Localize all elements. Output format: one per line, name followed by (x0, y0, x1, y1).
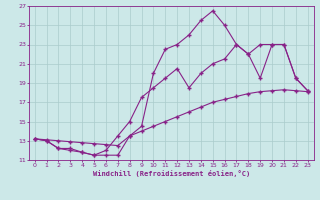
X-axis label: Windchill (Refroidissement éolien,°C): Windchill (Refroidissement éolien,°C) (92, 170, 250, 177)
